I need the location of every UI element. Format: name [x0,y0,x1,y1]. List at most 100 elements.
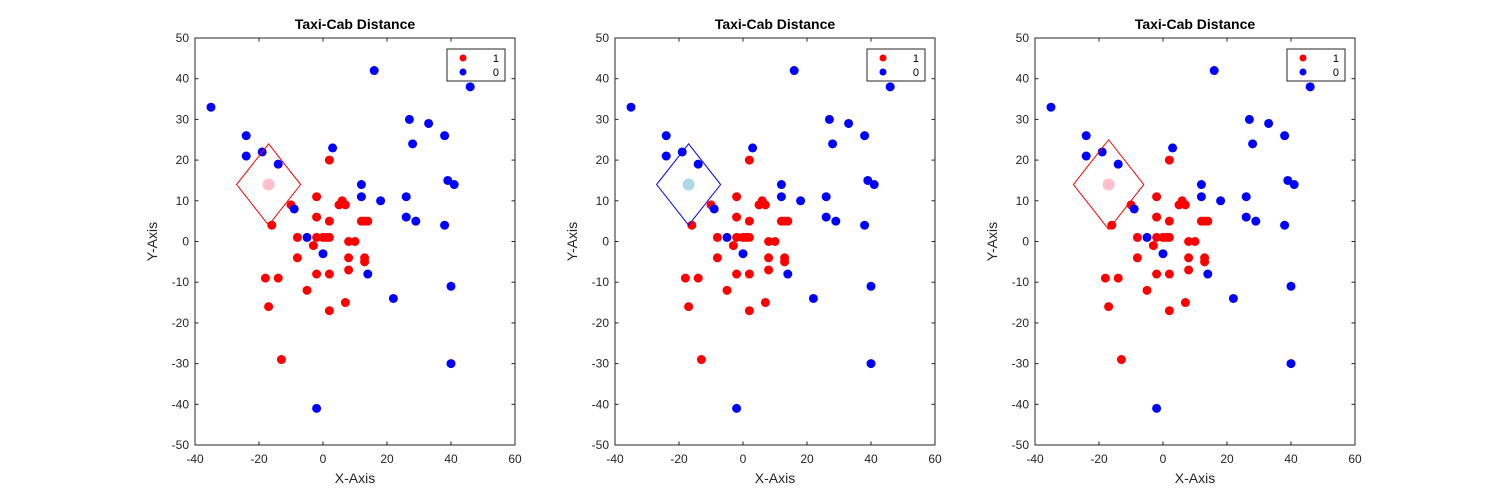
data-point-0 [446,281,456,291]
data-point-0 [1286,359,1296,369]
data-point-0 [1196,192,1206,202]
data-point-1 [1132,253,1142,263]
data-point-0 [693,159,703,169]
data-point-0 [241,131,251,141]
data-point-1 [1184,237,1194,246]
legend: 10 [1286,48,1346,82]
chart-title: Taxi-Cab Distance [295,16,416,32]
data-point-0 [241,151,251,161]
data-point-1 [1180,200,1190,210]
data-point-1 [1196,216,1206,226]
taxicab-diamond [655,143,722,227]
data-point-1 [360,253,370,263]
data-point-0 [1113,159,1123,169]
data-point-0 [732,403,742,413]
data-point-1 [324,232,334,242]
data-point-0 [411,216,421,226]
data-point-0 [1081,151,1091,161]
data-point-0 [356,192,366,202]
data-point-1 [344,265,354,275]
data-point-0 [1196,180,1206,190]
data-point-0 [408,139,418,149]
legend-label: 0 [913,67,919,79]
y-tick-label: 30 [596,112,610,126]
data-point-1 [1184,253,1194,263]
data-point-1 [292,232,302,242]
x-axis-label: X-Axis [755,470,795,486]
data-point-1 [764,237,774,246]
query-point [682,178,695,191]
data-point-1 [687,220,697,230]
data-point-1 [312,269,322,279]
y-tick-label: -40 [1012,397,1030,411]
data-point-0 [661,151,671,161]
data-point-0 [1152,403,1162,413]
data-point-1 [754,200,764,210]
data-point-0 [363,269,373,279]
data-point-0 [273,159,283,169]
data-point-0 [821,212,831,222]
data-point-0 [1228,293,1238,303]
legend-label: 0 [493,67,499,79]
data-point-0 [1158,249,1168,259]
data-point-1 [356,216,366,226]
data-point-0 [821,192,831,202]
y-tick-label: 40 [176,72,190,86]
data-point-1 [1180,298,1190,308]
data-point-0 [1209,66,1219,76]
x-tick-label: 40 [444,452,458,466]
y-tick-label: -30 [172,357,190,371]
y-tick-label: -30 [1012,357,1030,371]
data-point-0 [1264,118,1274,128]
data-point-1 [732,232,742,242]
data-point-1 [764,265,774,275]
y-tick-label: 50 [176,31,190,45]
data-point-1 [344,253,354,263]
data-point-1 [324,216,334,226]
legend-marker-0 [459,68,467,76]
data-point-1 [760,200,770,210]
data-point-1 [728,241,738,251]
x-axis-label: X-Axis [1175,470,1215,486]
y-tick-label: 30 [176,112,190,126]
data-point-1 [1190,237,1200,246]
x-tick-label: 60 [508,452,522,466]
y-tick-label: 20 [596,153,610,167]
data-point-1 [267,220,277,230]
data-point-1 [1164,232,1174,242]
data-point-1 [302,285,312,295]
data-point-0 [376,196,386,206]
data-point-1 [722,285,732,295]
data-point-0 [424,118,434,128]
data-point-1 [308,241,318,251]
y-tick-label: -20 [1012,316,1030,330]
data-point-0 [748,143,758,153]
x-tick-label: 40 [864,452,878,466]
data-point-1 [340,200,350,210]
data-point-1 [760,298,770,308]
y-tick-label: -20 [172,316,190,330]
y-tick-label: 0 [182,235,189,249]
data-point-1 [260,273,270,283]
data-point-0 [844,118,854,128]
data-point-0 [1203,269,1213,279]
data-point-0 [388,293,398,303]
data-point-0 [1081,131,1091,141]
data-point-1 [312,232,322,242]
y-tick-label: -50 [1012,438,1030,452]
data-point-1 [344,237,354,246]
data-point-0 [626,102,636,112]
legend-box [866,48,926,82]
y-tick-label: -10 [592,275,610,289]
data-point-0 [289,204,299,214]
data-point-1 [1104,302,1114,312]
data-point-0 [312,403,322,413]
taxicab-diamond [1072,138,1145,231]
data-point-1 [1164,306,1174,316]
data-point-1 [744,232,754,242]
y-tick-label: 0 [602,235,609,249]
chart-title: Taxi-Cab Distance [1135,16,1256,32]
data-point-0 [824,114,834,124]
x-tick-label: 20 [800,452,814,466]
legend-label: 1 [493,53,499,65]
